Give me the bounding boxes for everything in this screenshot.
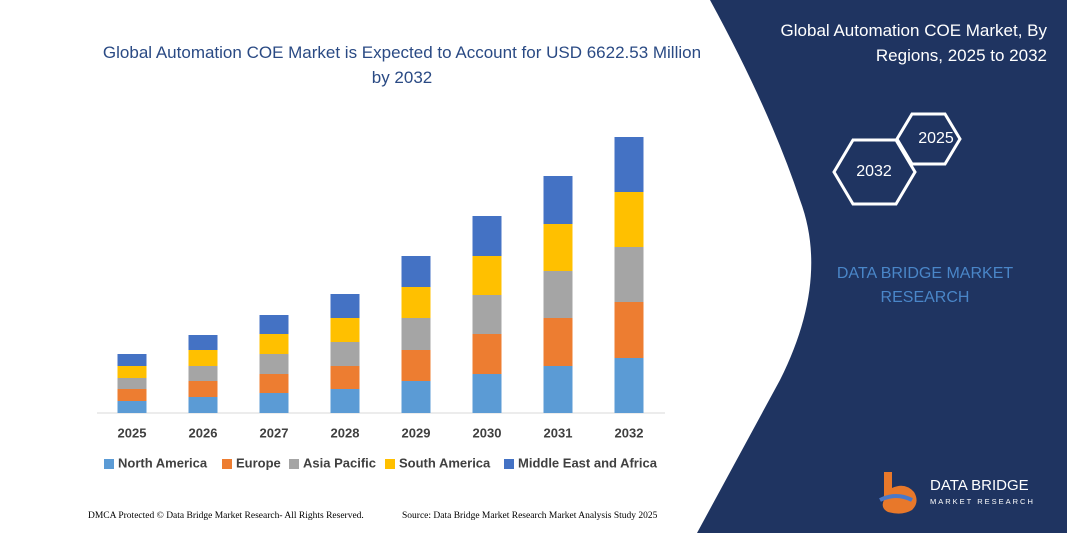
bar-segment	[259, 315, 289, 334]
bar-segment	[401, 256, 431, 287]
bar-segment	[472, 334, 502, 374]
hexagon	[895, 112, 962, 166]
chart-title: Global Automation COE Market is Expected…	[102, 43, 702, 87]
legend-label: South America	[399, 455, 491, 470]
bar-segment	[188, 366, 218, 381]
bar-segment	[614, 137, 644, 192]
bar-segment	[614, 302, 644, 358]
bar-segment	[472, 295, 502, 334]
bar-segment	[614, 358, 644, 413]
logo-mark	[882, 472, 917, 514]
bar-segment	[614, 247, 644, 302]
bar-segment	[259, 334, 289, 354]
hexagon-label: 2025	[918, 130, 954, 147]
legend-label: Asia Pacific	[303, 455, 376, 470]
bar-segment	[401, 287, 431, 318]
bar-segment	[472, 374, 502, 413]
bar-segment	[330, 389, 360, 413]
brand-text: DATA BRIDGE MARKET RESEARCH	[836, 265, 1014, 306]
bar-segment	[401, 318, 431, 350]
x-tick-label: 2032	[615, 425, 644, 440]
bar-segment	[188, 397, 218, 413]
legend-swatch	[222, 459, 232, 469]
bar-segment	[472, 256, 502, 295]
bar-segment	[188, 335, 218, 350]
logo-subtitle: MARKET RESEARCH	[930, 497, 1035, 506]
bar-segment	[401, 381, 431, 413]
bar-segment	[543, 318, 573, 366]
bar-segment	[543, 224, 573, 271]
bar-segment	[543, 271, 573, 318]
bar-segment	[188, 350, 218, 366]
footer-right: Source: Data Bridge Market Research Mark…	[402, 511, 658, 521]
bar-segment	[330, 318, 360, 342]
bar-segment	[543, 366, 573, 413]
bar-segment	[117, 366, 147, 378]
panel-title: Global Automation COE Market, By Regions…	[780, 21, 1047, 65]
x-tick-label: 2026	[189, 425, 218, 440]
bar-segment	[188, 381, 218, 397]
bar-segment	[330, 366, 360, 389]
bar-segment	[117, 389, 147, 401]
hexagon-label: 2032	[856, 163, 892, 180]
bar-segment	[259, 393, 289, 413]
x-tick-label: 2027	[260, 425, 289, 440]
x-tick-label: 2029	[402, 425, 431, 440]
bar-segment	[401, 350, 431, 381]
logo-swoosh	[879, 494, 913, 502]
legend-label: Europe	[236, 455, 281, 470]
hexagon	[832, 138, 917, 206]
bar-segment	[614, 192, 644, 247]
bar-segment	[472, 216, 502, 256]
logo-title: DATA BRIDGE	[930, 477, 1029, 494]
bar-segment	[117, 378, 147, 389]
bar-segment	[259, 354, 289, 374]
x-tick-label: 2025	[118, 425, 147, 440]
legend-swatch	[504, 459, 514, 469]
side-panel	[697, 0, 1067, 533]
legend-swatch	[385, 459, 395, 469]
bar-segment	[543, 176, 573, 224]
x-tick-label: 2031	[544, 425, 573, 440]
legend-swatch	[104, 459, 114, 469]
bar-segment	[330, 294, 360, 318]
legend-label: North America	[118, 455, 208, 470]
x-tick-label: 2028	[331, 425, 360, 440]
x-tick-label: 2030	[473, 425, 502, 440]
bar-segment	[117, 354, 147, 366]
legend-swatch	[289, 459, 299, 469]
bar-segment	[330, 342, 360, 366]
bar-segment	[117, 401, 147, 413]
bar-segment	[259, 374, 289, 393]
legend-label: Middle East and Africa	[518, 455, 658, 470]
footer-left: DMCA Protected © Data Bridge Market Rese…	[88, 510, 364, 521]
